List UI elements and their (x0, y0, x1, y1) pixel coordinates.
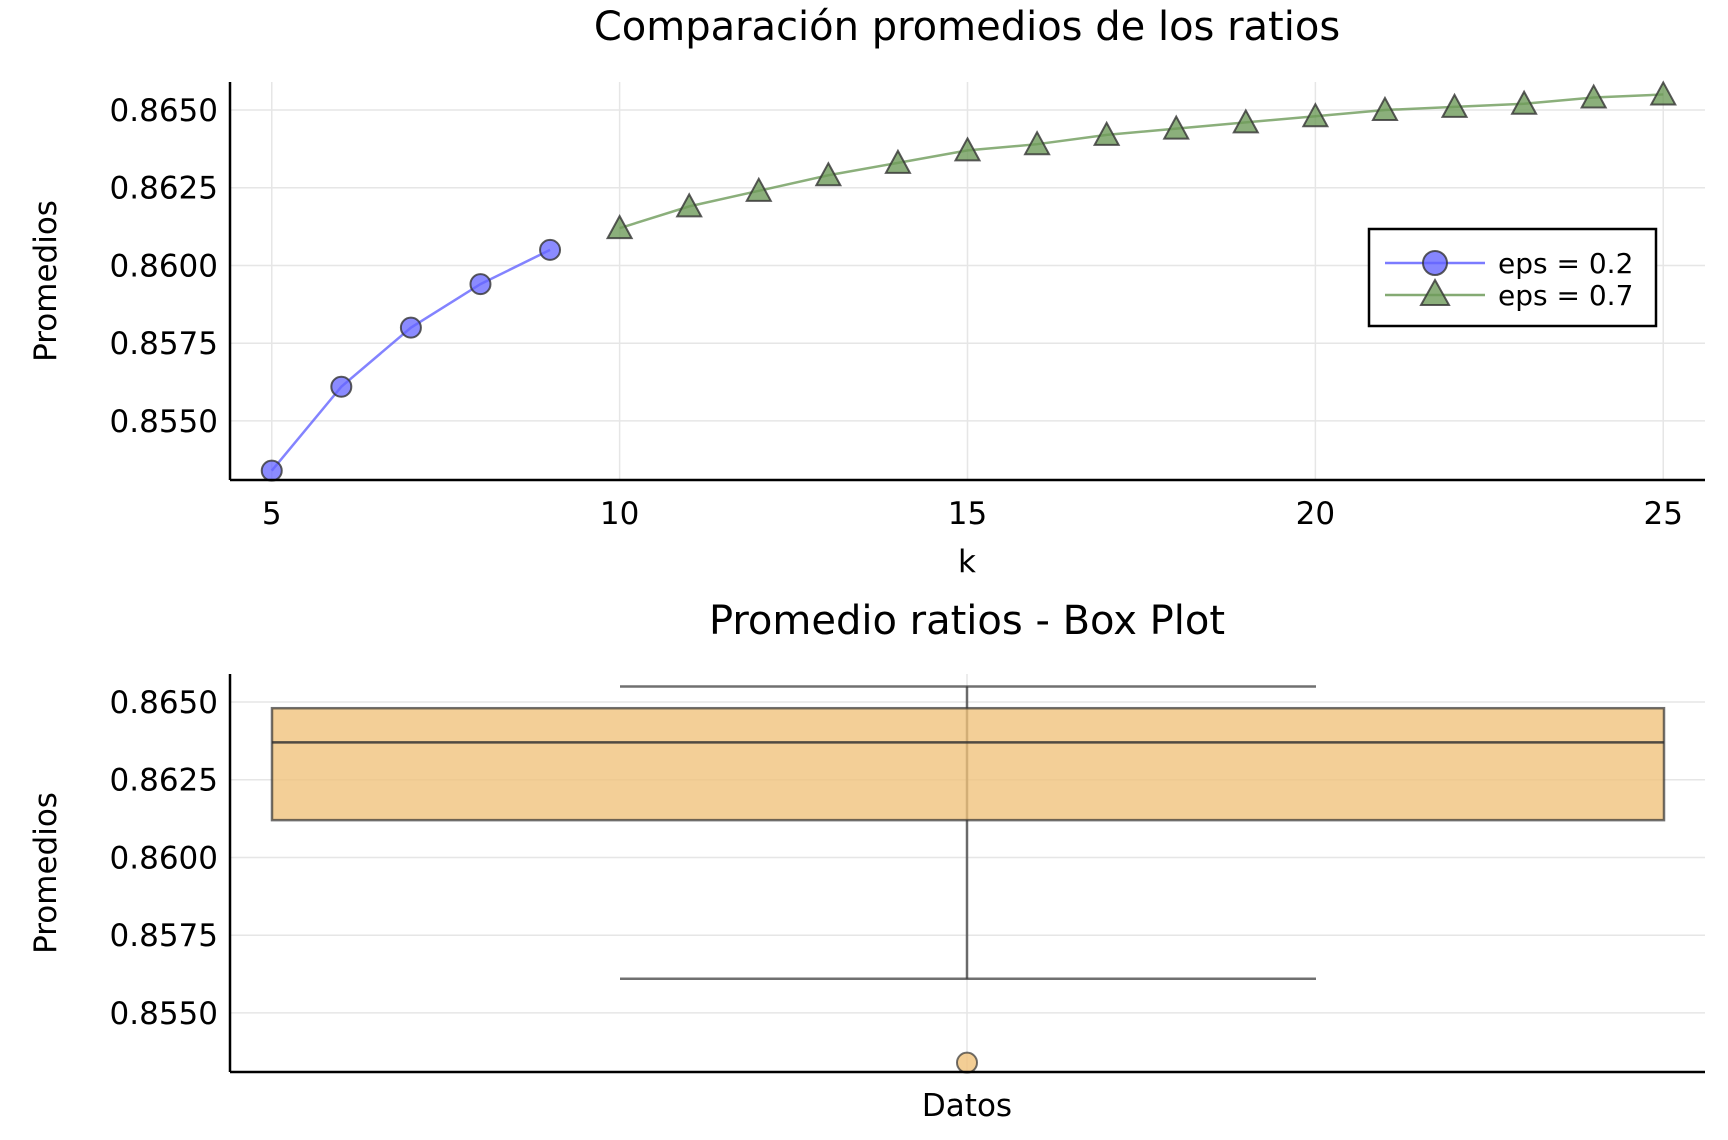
y-tick-label: 0.8575 (110, 326, 218, 362)
y-tick-labels: 0.8550 0.8575 0.8600 0.8625 0.8650 (110, 685, 218, 1032)
data-point (399, 316, 422, 339)
legend: eps = 0.2 eps = 0.7 (1367, 227, 1658, 328)
y-axis-label: Promedios (28, 792, 64, 954)
data-point (814, 161, 843, 187)
y-tick-label: 0.8550 (110, 404, 218, 440)
data-point (1162, 114, 1190, 140)
x-tick-label: 10 (600, 496, 639, 532)
outlier-point (956, 1051, 978, 1074)
data-point (1023, 130, 1051, 156)
data-point (260, 459, 283, 482)
legend-box (1367, 227, 1658, 328)
y-axis-label: Promedios (28, 200, 64, 362)
series-line-eps-0-7 (619, 93, 1664, 230)
data-point (1649, 80, 1677, 106)
x-tick-label: 20 (1296, 496, 1335, 532)
legend-label-eps-0-2: eps = 0.2 (1498, 247, 1633, 280)
data-point (469, 273, 492, 296)
y-tick-labels: 0.8550 0.8575 0.8600 0.8625 0.8650 (110, 93, 218, 440)
data-point (1440, 92, 1469, 118)
data-point (1301, 102, 1330, 128)
legend-marker-eps-0-2 (1422, 250, 1448, 276)
legend-marker-eps-0-7 (1419, 277, 1451, 306)
chart-title: Promedio ratios - Box Plot (709, 598, 1225, 644)
data-point (745, 176, 773, 202)
y-tick-label: 0.8650 (110, 685, 218, 721)
data-point (539, 238, 562, 261)
y-tick-label: 0.8625 (110, 763, 218, 799)
line-chart-panel: Comparación promedios de los ratios 5 10 1… (28, 4, 1705, 580)
data-point (330, 375, 353, 398)
data-point (1371, 95, 1399, 121)
box-plot-panel: Promedio ratios - Box Plot 0.85500.85750… (28, 598, 1705, 1124)
box-iqr (270, 706, 1666, 822)
data-point (884, 148, 912, 174)
legend-label-eps-0-7: eps = 0.7 (1498, 279, 1633, 312)
y-tick-label: 0.8600 (110, 248, 218, 284)
x-tick-labels: 5 10 15 20 25 (262, 496, 1683, 532)
y-tick-label: 0.8575 (110, 918, 218, 954)
data-point (1579, 83, 1608, 109)
series-line-eps-0-2 (270, 248, 551, 472)
x-tick-label: 25 (1644, 496, 1683, 532)
data-point (953, 136, 982, 162)
y-tick-label: 0.8625 (110, 171, 218, 207)
series-markers (260, 80, 1677, 482)
data-point (675, 192, 703, 218)
y-tick-label: 0.8550 (110, 996, 218, 1032)
chart-title: Comparación promedios de los ratios (594, 4, 1340, 50)
x-category-label: Datos (922, 1088, 1012, 1124)
x-tick-label: 5 (262, 496, 282, 532)
data-point (605, 214, 634, 240)
y-tick-label: 0.8650 (110, 93, 218, 129)
x-axis-label: k (958, 544, 976, 580)
x-tick-label: 15 (948, 496, 987, 532)
data-point (1510, 89, 1538, 115)
data-point (1232, 108, 1260, 134)
data-point (1092, 120, 1121, 146)
y-tick-label: 0.8600 (110, 840, 218, 876)
box-plot (270, 685, 1666, 1074)
